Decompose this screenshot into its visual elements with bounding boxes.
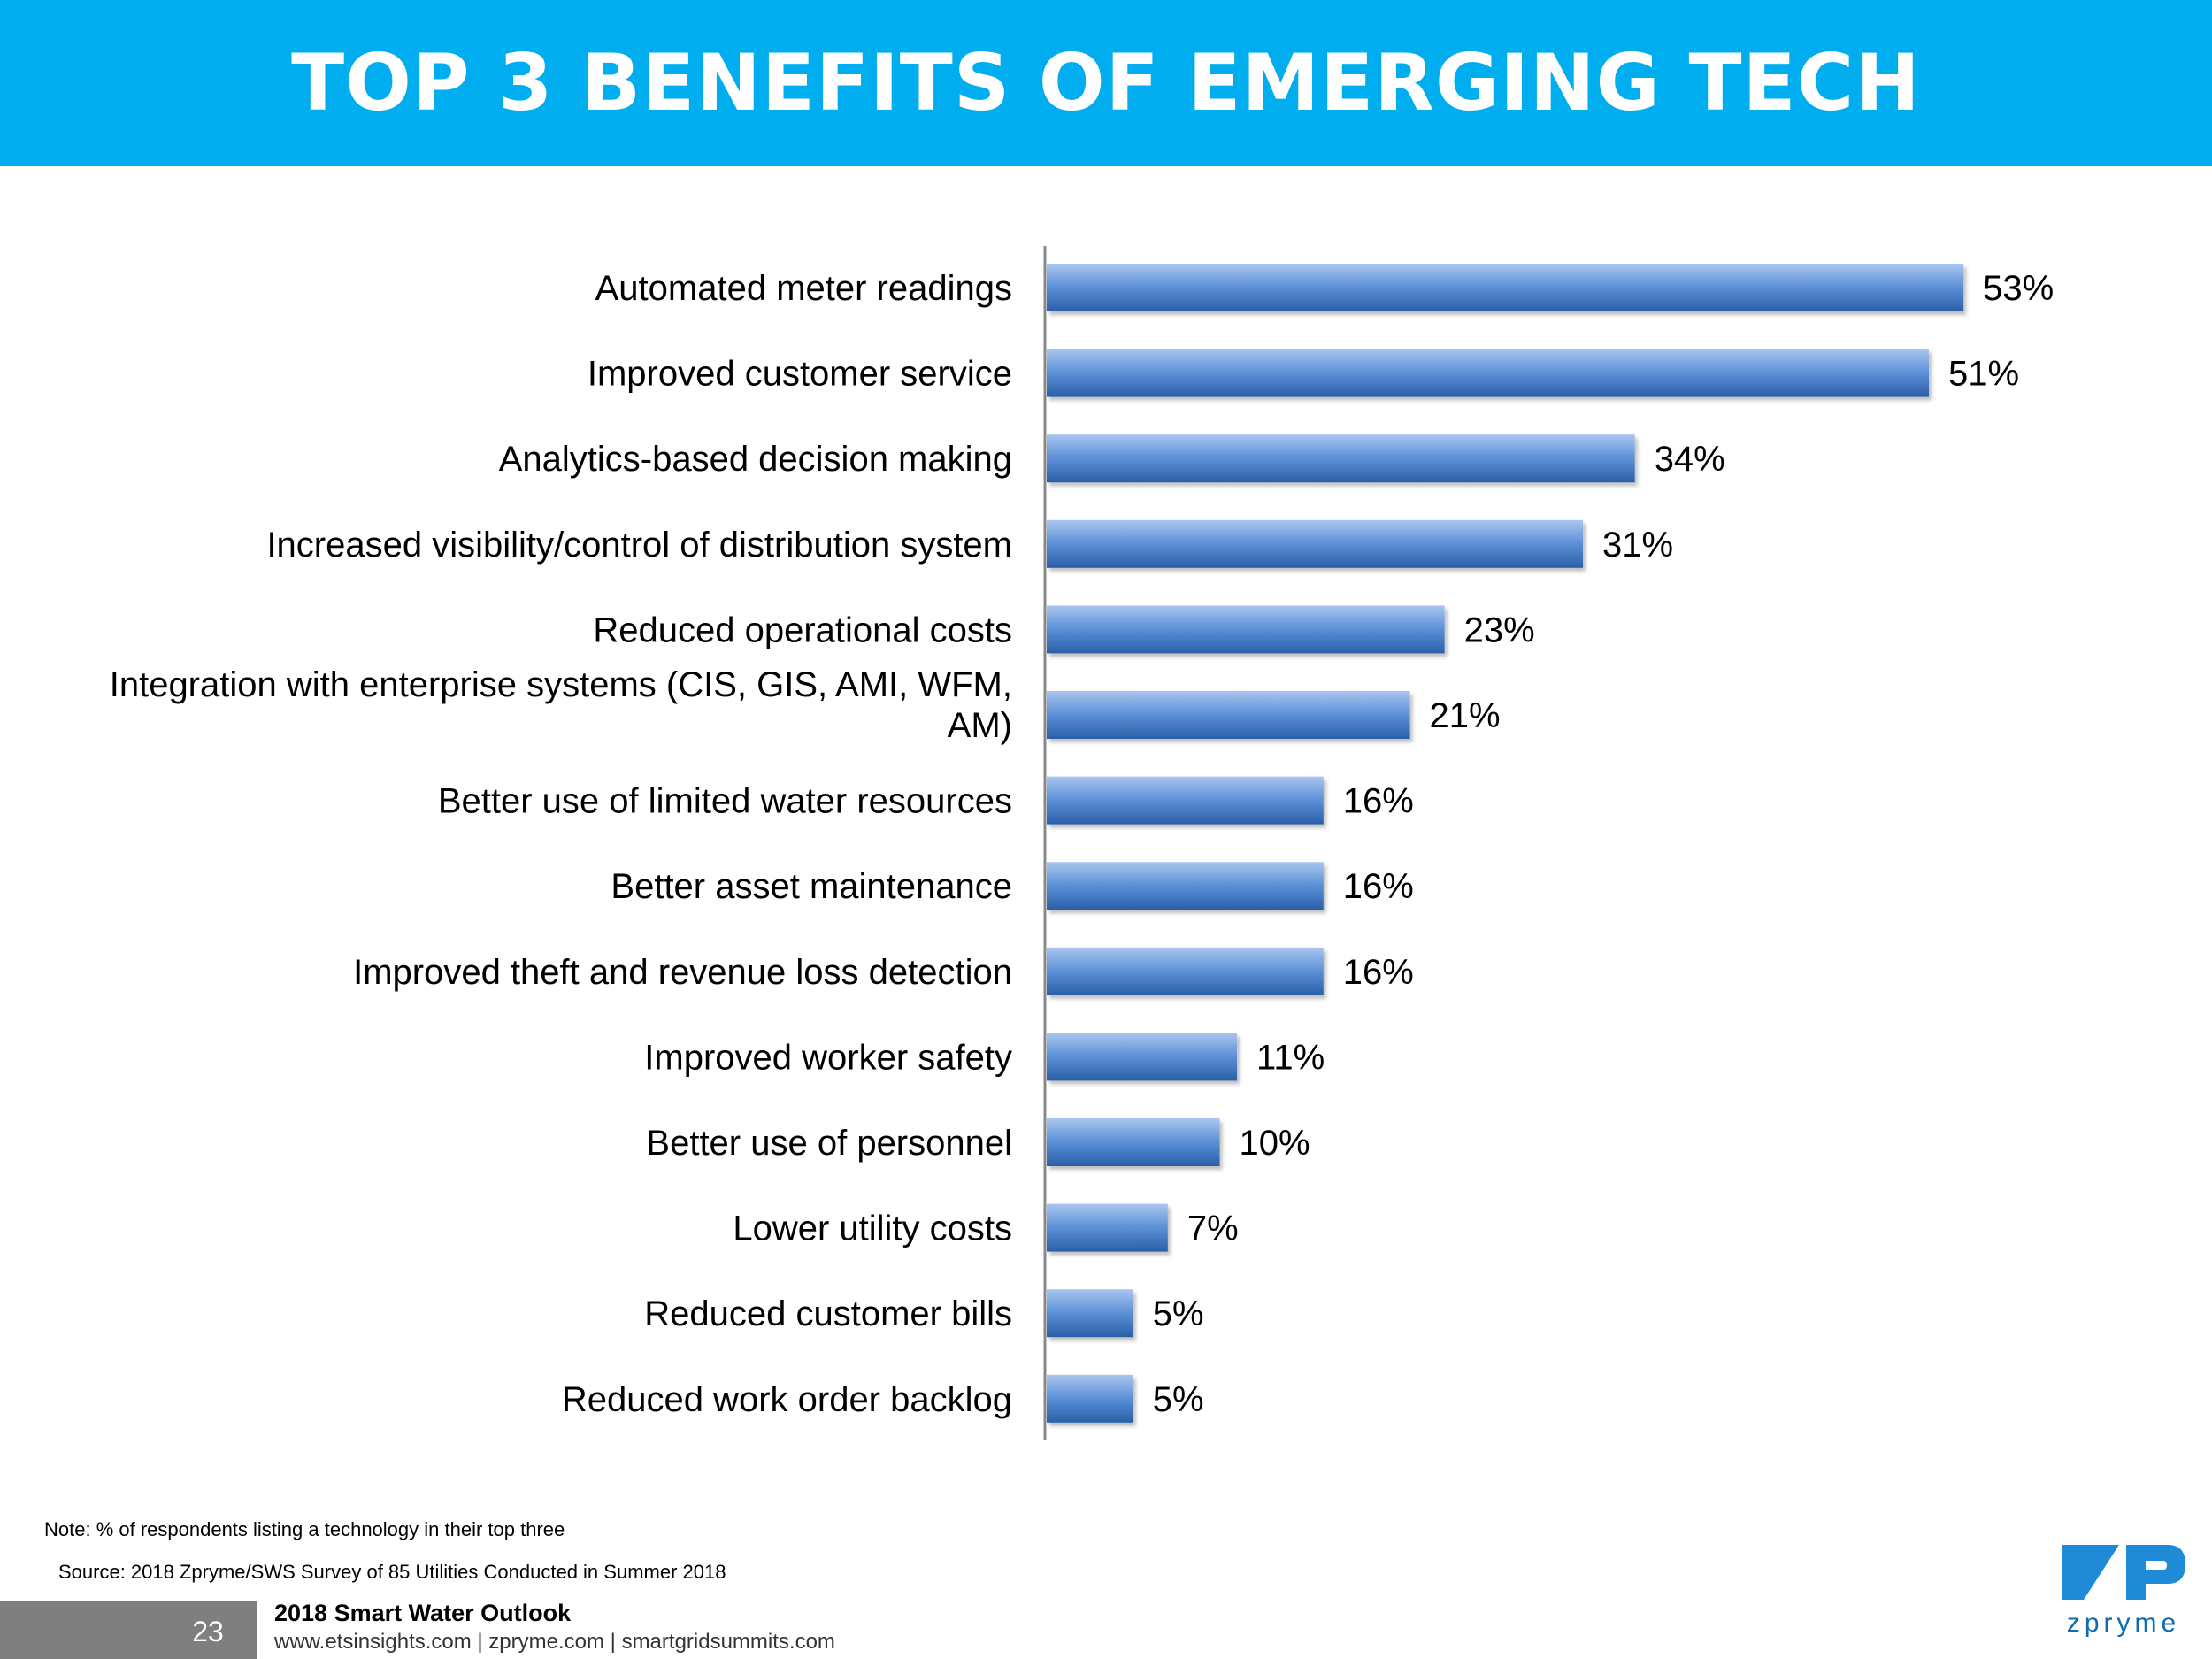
data-label: 51%	[1948, 355, 2019, 394]
category-label: Reduced customer bills	[644, 1294, 1012, 1333]
page-title: TOP 3 BENEFITS OF EMERGING TECH	[291, 37, 1921, 128]
bar	[1047, 862, 1324, 910]
category-label: Lower utility costs	[733, 1210, 1012, 1248]
category-label: Better use of limited water resources	[438, 782, 1012, 821]
category-label: Better asset maintenance	[611, 867, 1012, 906]
logo-text: zpryme	[2066, 1609, 2181, 1638]
data-label: 11%	[1256, 1038, 1325, 1077]
source-text: Source: 2018 Zpryme/SWS Survey of 85 Uti…	[58, 1561, 726, 1583]
data-label: 5%	[1153, 1294, 1204, 1333]
category-label: Reduced work order backlog	[562, 1380, 1012, 1419]
bar	[1047, 691, 1410, 739]
data-label: 16%	[1343, 782, 1414, 821]
bar	[1047, 947, 1324, 995]
report-title: 2018 Smart Water Outlook	[274, 1600, 572, 1626]
bar	[1047, 776, 1324, 825]
title-banner	[0, 0, 2212, 166]
category-label: Improved worker safety	[644, 1038, 1012, 1077]
bar	[1047, 519, 1584, 568]
data-label: 16%	[1343, 867, 1414, 906]
bar	[1047, 434, 1635, 483]
bar	[1047, 349, 1930, 397]
data-label: 21%	[1430, 696, 1501, 735]
category-label: Increased visibility/control of distribu…	[266, 526, 1012, 565]
category-label: Integration with enterprise systems (CIS…	[110, 665, 1012, 745]
data-label: 7%	[1187, 1210, 1239, 1248]
data-label: 16%	[1343, 953, 1414, 992]
category-label: Reduced operational costs	[593, 611, 1012, 649]
zp-logo-icon	[2062, 1545, 2185, 1600]
category-label: Improved theft and revenue loss detectio…	[353, 953, 1012, 992]
bar	[1047, 1203, 1168, 1252]
report-links: www.etsinsights.com | zpryme.com | smart…	[274, 1630, 835, 1654]
category-label: Improved customer service	[588, 355, 1012, 394]
bar-chart: Automated meter readings Improved custome…	[110, 246, 2054, 1440]
bar	[1047, 1289, 1133, 1338]
page-number: 23	[192, 1616, 224, 1647]
page-number-box	[0, 1601, 257, 1659]
bar	[1047, 1374, 1133, 1423]
data-label: 23%	[1464, 611, 1535, 649]
bar	[1047, 605, 1445, 654]
bar	[1047, 1033, 1238, 1081]
category-label: Better use of personnel	[646, 1124, 1012, 1163]
data-label: 10%	[1240, 1124, 1310, 1163]
category-label: Automated meter readings	[595, 269, 1012, 308]
category-label: Analytics-based decision making	[499, 440, 1012, 479]
bar	[1047, 1118, 1220, 1166]
data-label: 31%	[1602, 526, 1673, 565]
data-label: 53%	[1983, 269, 2054, 308]
bar	[1047, 264, 1964, 311]
note-text: Note: % of respondents listing a technol…	[44, 1518, 565, 1540]
data-label: 5%	[1153, 1380, 1204, 1419]
data-label: 34%	[1655, 440, 1725, 479]
